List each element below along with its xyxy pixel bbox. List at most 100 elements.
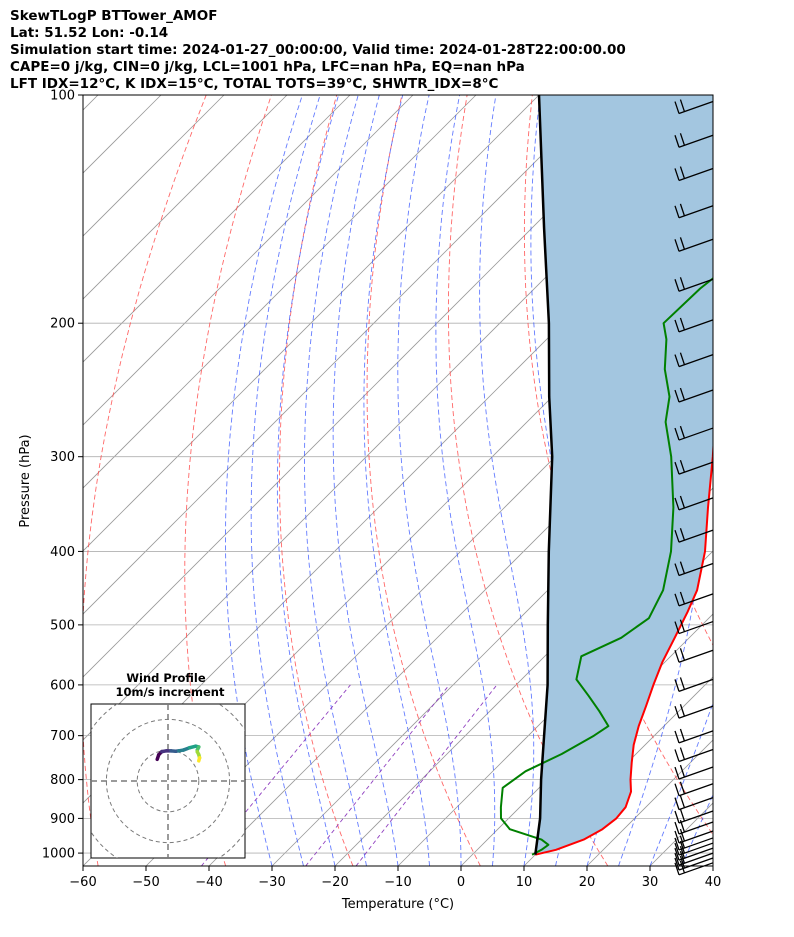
isotherm-line (145, 298, 713, 866)
wind-barb-flag (679, 317, 686, 331)
x-axis-ticks: −60 −50 −40 −30 −20 −10 0 10 20 30 40 (69, 866, 721, 890)
hodograph-title: Wind Profile (126, 671, 206, 685)
wind-barb-flag (674, 497, 680, 511)
y-tick-label: 1000 (42, 847, 75, 862)
wind-barb-flag (674, 852, 680, 866)
moist-adiabat (681, 793, 713, 866)
moist-adiabat (712, 864, 713, 866)
x-tick-label: −30 (258, 875, 285, 890)
wind-barb-flag (679, 277, 686, 290)
x-tick-label: 30 (642, 875, 659, 890)
wind-barb-flag (674, 205, 680, 218)
y-tick-label: 200 (50, 317, 75, 332)
wind-barb-flag (674, 461, 680, 475)
wind-barb-flag (674, 354, 680, 367)
wind-barb-flag (674, 749, 680, 762)
wind-barb-flag (679, 352, 686, 365)
x-tick-label: −50 (132, 875, 159, 890)
isotherm-line (271, 424, 713, 866)
wind-barb-flag (674, 279, 680, 292)
moist-adiabat (250, 95, 321, 866)
wind-barb-flag (679, 648, 686, 661)
x-tick-label: 0 (457, 875, 465, 890)
wind-barb-flag (679, 704, 686, 717)
wind-barb-flag (679, 781, 686, 794)
mixing-ratio-lines (201, 684, 498, 866)
wind-barb-flag (674, 837, 680, 851)
isotherm-line (712, 865, 713, 866)
y-tick-label: 500 (50, 618, 75, 633)
wind-barb-flag (674, 650, 680, 663)
cin-shaded-area (535, 95, 713, 855)
wind-barb (678, 748, 714, 763)
wind-barb-flag (674, 862, 680, 876)
isotherm-line (83, 95, 603, 615)
wind-barb-flag (679, 808, 686, 822)
wind-barb-flag (674, 135, 680, 148)
wind-barb-flag (674, 389, 680, 403)
dry-adiabat (523, 95, 713, 836)
wind-barb-flag (674, 427, 680, 441)
wind-barb-flag (679, 860, 686, 874)
y-tick-label: 900 (50, 812, 75, 827)
title-line-5: LFT IDX=12°C, K IDX=15°C, TOTAL TOTS=39°… (10, 76, 499, 92)
hodograph-plot (91, 704, 245, 858)
wind-barb-flag (674, 679, 680, 692)
wind-barb (678, 730, 714, 744)
cape-cin-fill (535, 95, 713, 855)
y-tick-label: 300 (50, 450, 75, 465)
title-line-3: Simulation start time: 2024-01-27_00:00:… (10, 42, 626, 58)
wind-barb-flag (674, 797, 680, 810)
moist-adiabat (332, 95, 399, 866)
wind-barb-flag (674, 766, 680, 780)
parcel-path-line (534, 95, 554, 855)
wind-barb-flag (674, 563, 680, 576)
moist-adiabat (363, 95, 430, 866)
mixing-ratio-line (355, 684, 498, 866)
wind-barb-flag (679, 460, 686, 473)
isotherm-line (523, 676, 713, 866)
y-tick-label: 700 (50, 729, 75, 744)
wind-barb-flag (674, 830, 680, 844)
wind-barb (678, 852, 714, 866)
wind-barb-flag (674, 730, 680, 744)
wind-barb-flag (674, 319, 680, 333)
x-tick-label: 40 (705, 875, 722, 890)
isotherm-line (83, 95, 288, 300)
moist-adiabat (479, 95, 535, 866)
chart-title-block: SkewTLogP BTTower_AMOF Lat: 51.52 Lon: -… (10, 8, 626, 93)
x-tick-label: −60 (69, 875, 96, 890)
wind-barb-flag (679, 845, 686, 859)
x-tick-label: −10 (384, 875, 411, 890)
wind-barb-flag (679, 203, 686, 217)
moist-adiabat (397, 95, 462, 866)
wind-barb-flag (674, 821, 680, 835)
wind-barb-flag (674, 621, 680, 634)
y-axis-label: Pressure (hPa) (18, 434, 33, 527)
dry-adiabat (366, 95, 481, 866)
isotherm-line (83, 95, 351, 363)
wind-barb-flag (679, 850, 686, 864)
wind-barb-flag (679, 677, 686, 690)
wind-barb-flag (674, 529, 680, 543)
y-tick-label: 100 (50, 89, 75, 104)
wind-barb-flag (679, 495, 686, 509)
wind-barb (678, 620, 714, 635)
dewpoint-line (499, 277, 713, 856)
mixing-ratio-line (305, 684, 450, 866)
wind-barb (678, 649, 714, 663)
wind-barb-flag (679, 528, 686, 541)
isotherm-line (83, 95, 477, 489)
title-line-4: CAPE=0 j/kg, CIN=0 j/kg, LCL=1001 hPa, L… (10, 59, 525, 75)
wind-barb-flag (679, 828, 686, 842)
x-tick-label: 20 (579, 875, 596, 890)
wind-barb-flag (674, 593, 680, 607)
moist-adiabat (649, 701, 713, 866)
wind-barb-flag (679, 133, 686, 146)
wind-barb-flag (679, 387, 686, 401)
wind-barb (678, 847, 714, 861)
wind-barb-flag (674, 705, 680, 719)
y-axis-ticks: 1000 900 800 700 600 500 400 300 200 100 (42, 89, 83, 862)
hodograph-ring (136, 749, 200, 813)
